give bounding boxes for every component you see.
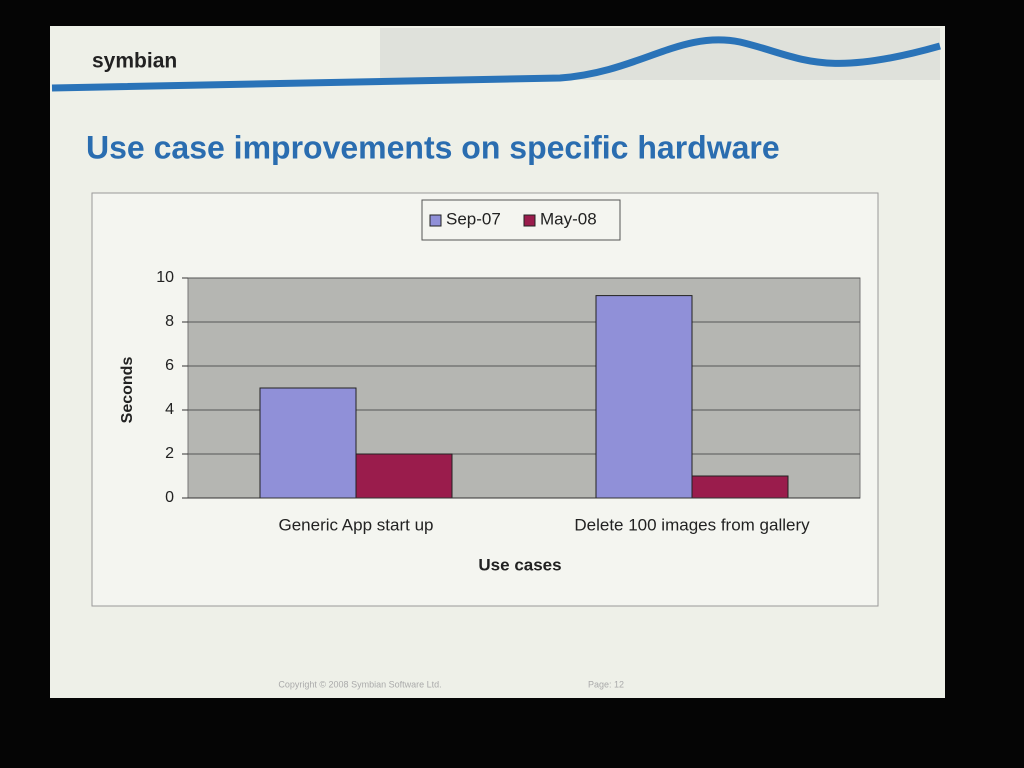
legend-label: May-08: [540, 209, 597, 228]
x-tick-label: Generic App start up: [279, 515, 434, 534]
slide-title: Use case improvements on specific hardwa…: [86, 129, 780, 165]
bar: [259, 387, 357, 499]
copyright: Copyright © 2008 Symbian Software Ltd.: [278, 679, 441, 689]
page-number: Page: 12: [588, 679, 624, 689]
logo: symbian: [92, 50, 177, 73]
y-tick-label: 0: [165, 489, 174, 506]
x-axis-label: Use cases: [478, 555, 561, 574]
x-tick-label: Delete 100 images from gallery: [574, 515, 810, 534]
legend-swatch: [429, 214, 442, 227]
y-tick-label: 10: [156, 269, 174, 286]
y-tick-label: 8: [165, 313, 174, 330]
y-axis-label: Seconds: [119, 357, 136, 424]
legend-swatch: [523, 214, 536, 227]
bar: [691, 475, 789, 499]
y-tick-label: 2: [165, 445, 174, 462]
y-tick-label: 6: [165, 357, 174, 374]
legend: [421, 199, 621, 241]
header-swoosh: [51, 36, 941, 92]
bar: [595, 295, 693, 499]
y-tick-label: 4: [165, 401, 174, 418]
bar: [355, 453, 453, 499]
legend-label: Sep-07: [446, 209, 501, 228]
